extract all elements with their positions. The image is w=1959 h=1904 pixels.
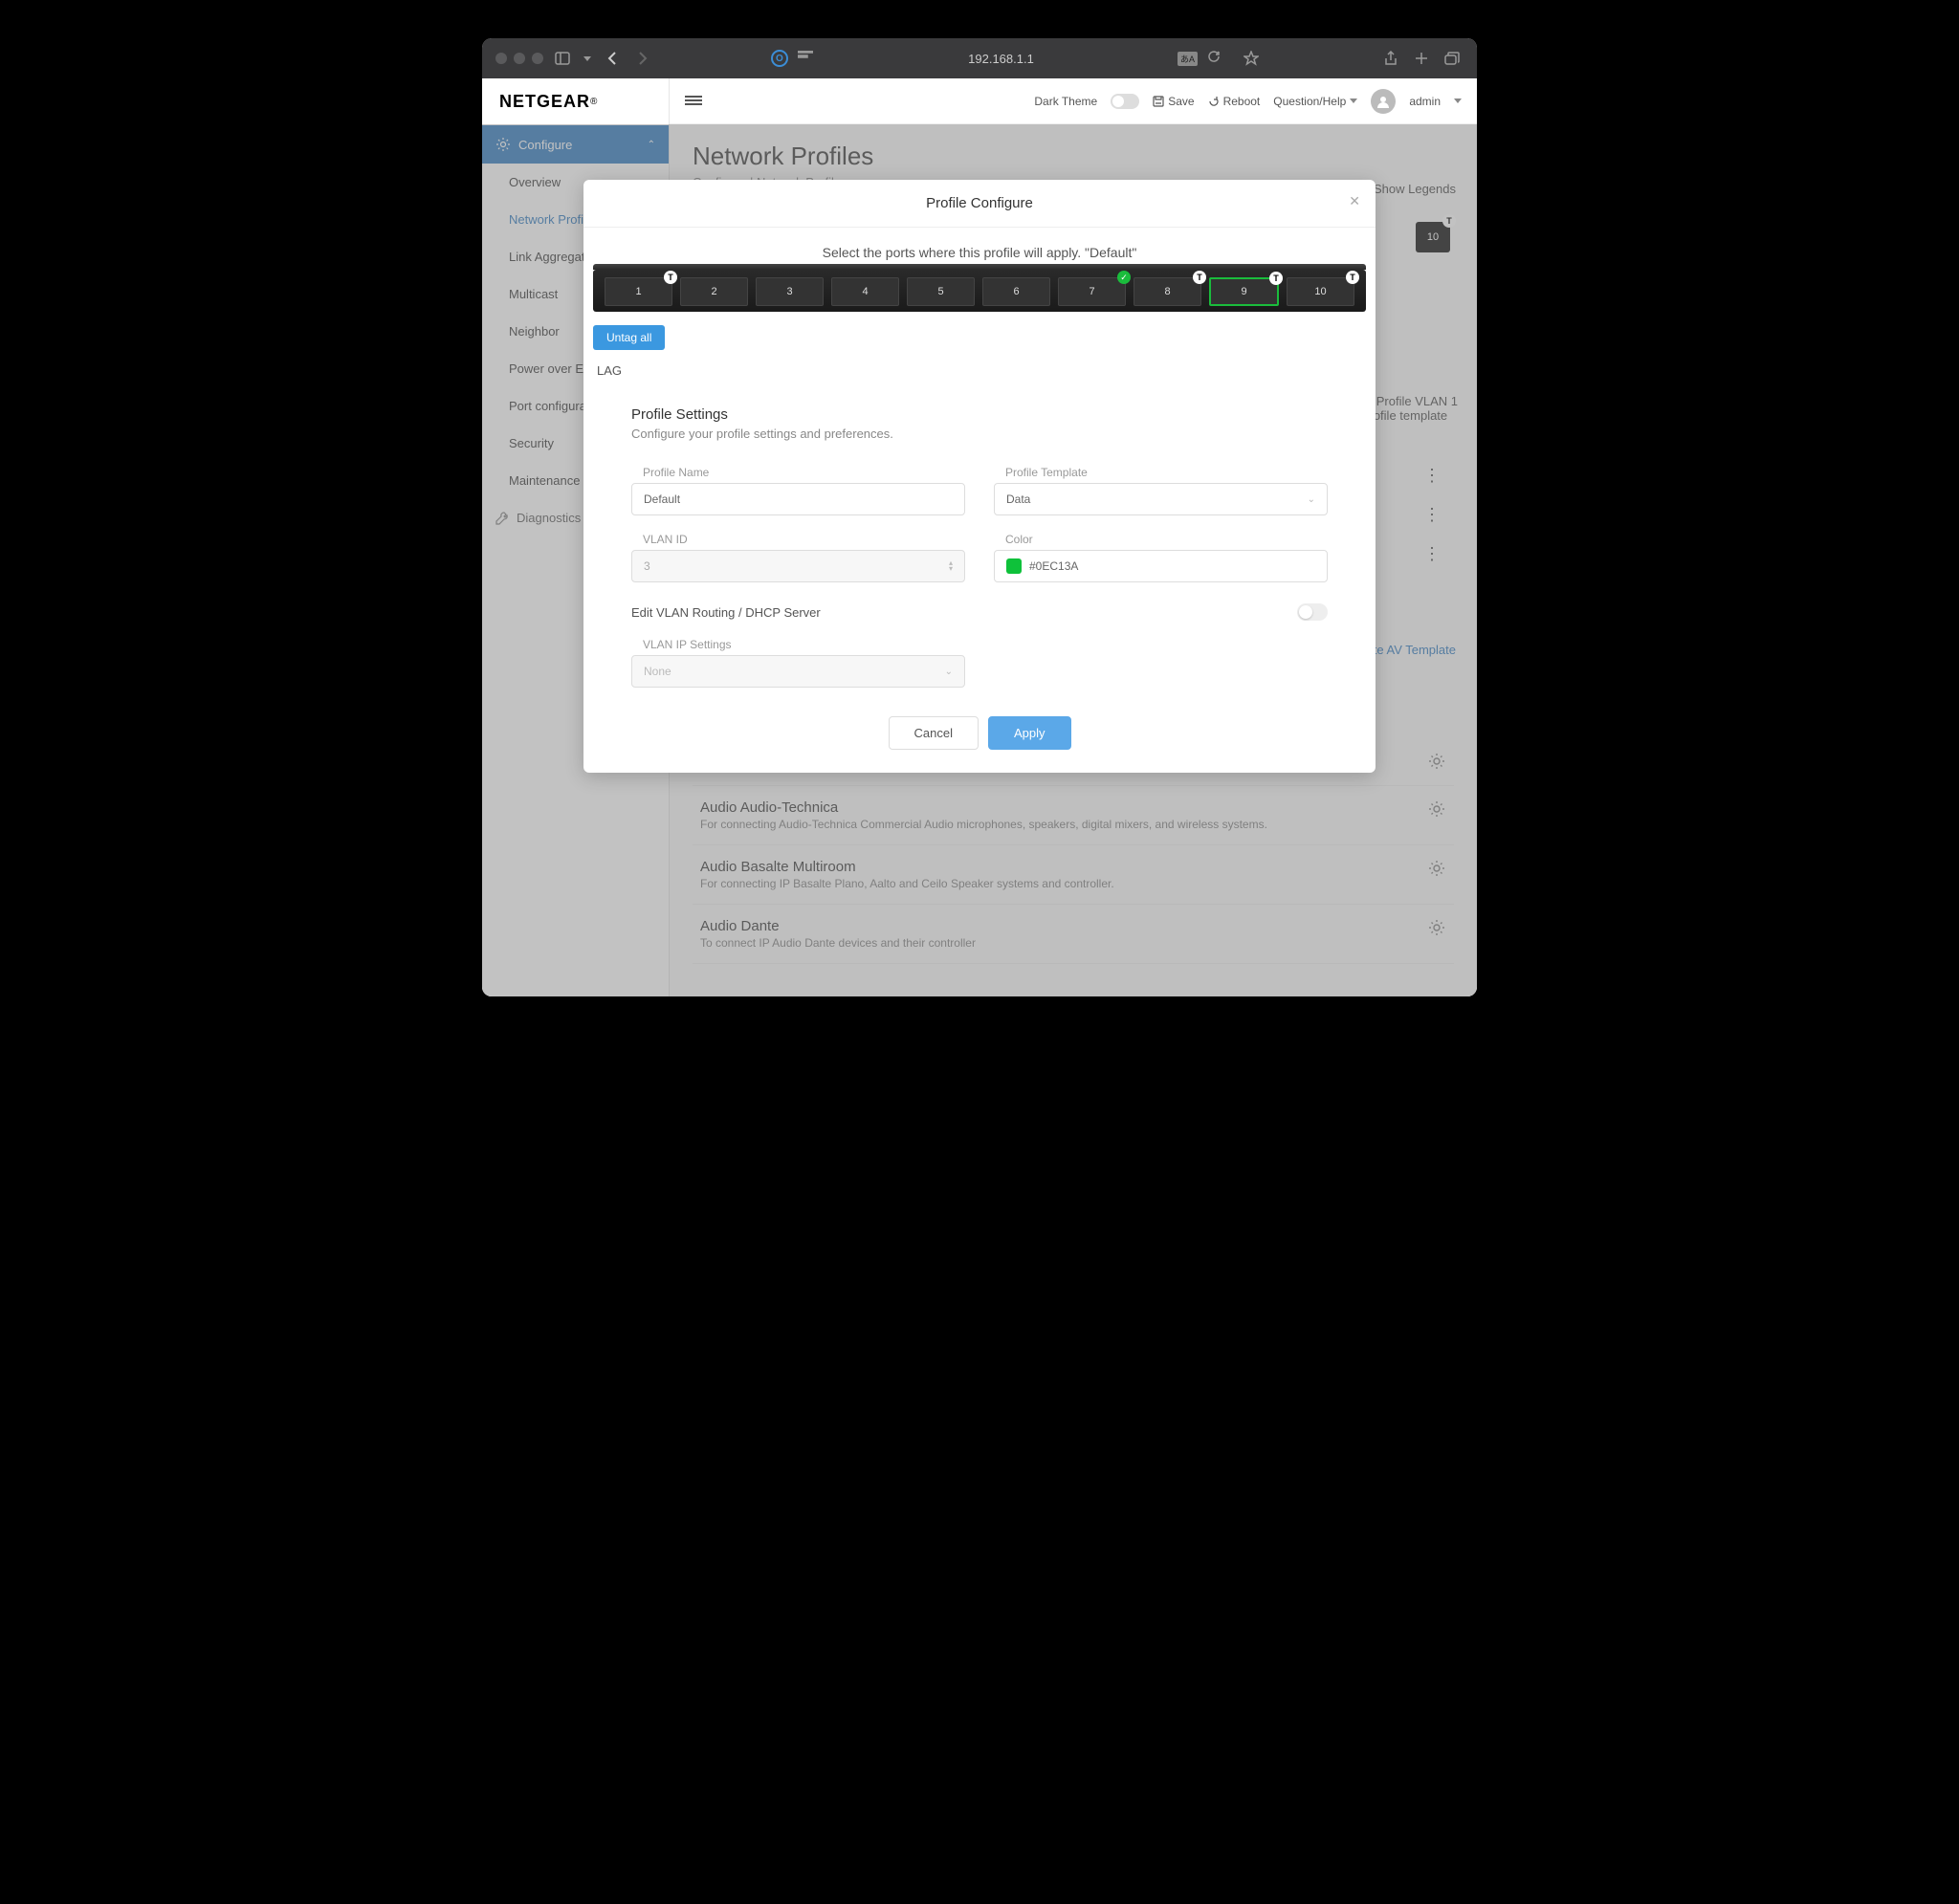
port-4[interactable]: 4 bbox=[831, 277, 899, 306]
translate-icon[interactable]: あA bbox=[1178, 52, 1198, 66]
tag-badge: T bbox=[1269, 272, 1283, 285]
bookmark-icon[interactable] bbox=[1240, 47, 1263, 70]
port-2[interactable]: 2 bbox=[680, 277, 748, 306]
color-label: Color bbox=[994, 533, 1328, 546]
color-field: Color #0EC13A bbox=[994, 533, 1328, 582]
user-icon bbox=[1376, 95, 1390, 108]
browser-chrome: O 192.168.1.1 あA bbox=[482, 38, 1477, 78]
help-button[interactable]: Question/Help bbox=[1273, 95, 1357, 108]
close-window-button[interactable] bbox=[495, 53, 507, 64]
chevron-down-icon[interactable] bbox=[1454, 98, 1462, 103]
modal-header: Profile Configure ✕ bbox=[583, 180, 1376, 228]
vlan-ip-label: VLAN IP Settings bbox=[631, 638, 965, 651]
menu-toggle-icon[interactable] bbox=[685, 96, 702, 107]
reload-icon[interactable] bbox=[1207, 50, 1221, 68]
traffic-lights bbox=[495, 53, 543, 64]
profile-name-input[interactable]: Default bbox=[631, 483, 965, 515]
profile-settings-section: Profile Settings Configure your profile … bbox=[583, 378, 1376, 697]
tag-badge: T bbox=[664, 271, 677, 284]
url-right-icons: あA bbox=[1178, 50, 1221, 68]
settings-subtitle: Configure your profile settings and pref… bbox=[631, 427, 1328, 441]
save-icon bbox=[1153, 96, 1164, 107]
switch-port-panel: 1T 23456 7✓ 8T 9T 10T bbox=[593, 270, 1366, 312]
tabs-icon[interactable] bbox=[1441, 47, 1464, 70]
user-name: admin bbox=[1409, 95, 1441, 108]
vlan-routing-row: Edit VLAN Routing / DHCP Server bbox=[631, 603, 1328, 621]
topbar: Dark Theme Save Reboot Question/Help bbox=[670, 78, 1477, 124]
brand-name: NETGEAR bbox=[499, 92, 590, 112]
forward-button[interactable] bbox=[631, 47, 654, 70]
vlan-id-field: VLAN ID 3 ▴▾ bbox=[631, 533, 965, 582]
routing-label: Edit VLAN Routing / DHCP Server bbox=[631, 605, 821, 620]
settings-title: Profile Settings bbox=[631, 406, 1328, 423]
cancel-button[interactable]: Cancel bbox=[889, 716, 979, 750]
url-text: 192.168.1.1 bbox=[968, 52, 1034, 66]
profile-name-field: Profile Name Default bbox=[631, 466, 965, 515]
modal-footer: Cancel Apply bbox=[583, 697, 1376, 773]
modal-overlay: Profile Configure ✕ Select the ports whe… bbox=[482, 124, 1477, 996]
apply-button[interactable]: Apply bbox=[988, 716, 1071, 750]
save-button[interactable]: Save bbox=[1153, 95, 1194, 108]
port-3[interactable]: 3 bbox=[756, 277, 824, 306]
browser-window: O 192.168.1.1 あA bbox=[482, 38, 1477, 996]
chevron-down-icon: ⌄ bbox=[945, 667, 953, 677]
vlan-ip-field: VLAN IP Settings None ⌄ bbox=[631, 638, 965, 688]
tag-badge: T bbox=[1346, 271, 1359, 284]
profile-configure-modal: Profile Configure ✕ Select the ports whe… bbox=[583, 180, 1376, 773]
modal-close-button[interactable]: ✕ bbox=[1349, 193, 1360, 209]
user-avatar[interactable] bbox=[1371, 89, 1396, 114]
chevron-down-icon bbox=[1350, 98, 1357, 103]
reader-icon[interactable] bbox=[798, 50, 813, 67]
routing-toggle[interactable] bbox=[1297, 603, 1328, 621]
modal-title: Profile Configure bbox=[926, 195, 1033, 211]
chevron-down-icon: ⌄ bbox=[1308, 494, 1315, 505]
vlan-ip-select[interactable]: None ⌄ bbox=[631, 655, 965, 688]
port-7[interactable]: 7✓ bbox=[1058, 277, 1126, 306]
sidebar-toggle-icon[interactable] bbox=[551, 47, 574, 70]
url-bar[interactable]: 192.168.1.1 bbox=[832, 52, 1170, 66]
dropdown-icon[interactable] bbox=[582, 47, 593, 70]
reboot-icon bbox=[1208, 96, 1220, 107]
untag-all-button[interactable]: Untag all bbox=[593, 325, 665, 350]
port-1[interactable]: 1T bbox=[605, 277, 672, 306]
maximize-window-button[interactable] bbox=[532, 53, 543, 64]
port-10[interactable]: 10T bbox=[1287, 277, 1354, 306]
url-left-icons: O bbox=[771, 50, 813, 67]
profile-template-select[interactable]: Data ⌄ bbox=[994, 483, 1328, 515]
stepper-icon: ▴▾ bbox=[949, 560, 953, 572]
check-badge: ✓ bbox=[1117, 271, 1131, 284]
port-9[interactable]: 9T bbox=[1209, 277, 1279, 306]
port-5[interactable]: 5 bbox=[907, 277, 975, 306]
main-content: Dark Theme Save Reboot Question/Help bbox=[670, 78, 1477, 996]
shield-icon[interactable]: O bbox=[771, 50, 788, 67]
dark-theme-label: Dark Theme bbox=[1034, 95, 1097, 108]
vlan-id-label: VLAN ID bbox=[631, 533, 965, 546]
app-root: NETGEAR® Configure ⌃ OverviewNetwork Pro… bbox=[482, 78, 1477, 996]
switch-body: 1T 23456 7✓ 8T 9T 10T bbox=[593, 270, 1366, 312]
share-icon[interactable] bbox=[1379, 47, 1402, 70]
profile-name-label: Profile Name bbox=[631, 466, 965, 479]
color-input[interactable]: #0EC13A bbox=[994, 550, 1328, 582]
profile-template-field: Profile Template Data ⌄ bbox=[994, 466, 1328, 515]
back-button[interactable] bbox=[601, 47, 624, 70]
lag-label: LAG bbox=[597, 363, 1376, 378]
profile-template-label: Profile Template bbox=[994, 466, 1328, 479]
dark-theme-toggle[interactable] bbox=[1111, 94, 1139, 109]
brand-trademark: ® bbox=[590, 97, 597, 107]
tag-badge: T bbox=[1193, 271, 1206, 284]
brand-logo: NETGEAR® bbox=[482, 78, 669, 125]
reboot-button[interactable]: Reboot bbox=[1208, 95, 1261, 108]
minimize-window-button[interactable] bbox=[514, 53, 525, 64]
port-8[interactable]: 8T bbox=[1134, 277, 1201, 306]
color-swatch bbox=[1006, 558, 1022, 574]
new-tab-icon[interactable] bbox=[1410, 47, 1433, 70]
port-6[interactable]: 6 bbox=[982, 277, 1050, 306]
vlan-id-input[interactable]: 3 ▴▾ bbox=[631, 550, 965, 582]
